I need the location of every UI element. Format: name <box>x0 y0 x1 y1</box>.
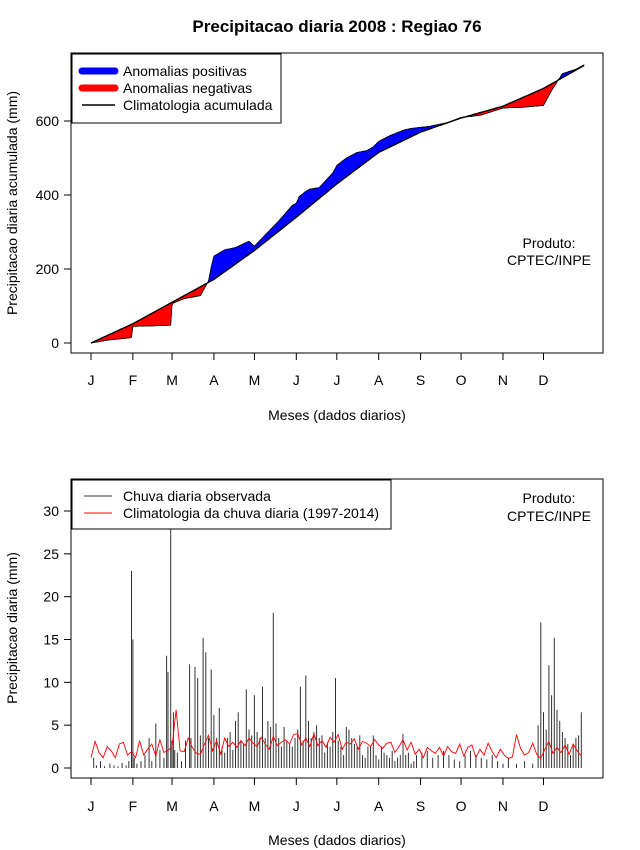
panel-accumulated: 0 200 400 600 J F M A M J J A S O N D Meses (dados dia… <box>4 52 604 423</box>
x-tick-label-bottom-6: J <box>333 798 340 814</box>
legend-label-negative: Anomalias negativas <box>123 80 252 96</box>
credit-line1-bottom: Produto: <box>523 490 576 506</box>
y-tick-label-top-0: 0 <box>51 335 59 351</box>
legend-label-observed: Chuva diaria observada <box>123 488 271 504</box>
y-axis-label-top: Precipitacao diaria acumulada (mm) <box>4 91 20 315</box>
credit-line2-top: CPTEC/INPE <box>507 252 591 268</box>
x-tick-label-top-11: D <box>538 372 548 388</box>
x-tick-label-bottom-4: M <box>249 798 261 814</box>
legend-box-bottom <box>71 479 392 530</box>
y-tick-label-top-2: 400 <box>36 187 60 203</box>
x-axis-label-top: Meses (dados diarios) <box>268 407 406 423</box>
accumulated-lines <box>90 64 585 344</box>
legend-label-positive: Anomalias positivas <box>123 63 247 79</box>
x-tick-label-bottom-10: N <box>498 798 508 814</box>
x-axis-label-bottom: Meses (dados diarios) <box>268 832 406 848</box>
observed-accumulated-line <box>90 64 585 344</box>
x-tick-label-bottom-11: D <box>538 798 548 814</box>
x-tick-label-top-6: J <box>333 372 340 388</box>
credit-line1-top: Produto: <box>523 235 576 251</box>
x-tick-label-bottom-2: M <box>166 798 178 814</box>
x-tick-label-top-10: N <box>498 372 508 388</box>
x-tick-label-bottom-8: S <box>416 798 425 814</box>
x-tick-label-bottom-1: F <box>129 798 138 814</box>
credit-line2-bottom: CPTEC/INPE <box>507 508 591 524</box>
panel-daily: 0 5 10 15 20 25 30 J F M A M J J A S O N D Meses (dados d… <box>4 478 604 848</box>
y-axis-bottom: 0 5 10 15 20 25 30 <box>43 503 71 776</box>
anomaly-positive-2 <box>206 116 465 284</box>
y-tick-label-bottom-6: 30 <box>43 503 59 519</box>
y-tick-label-bottom-0: 0 <box>51 760 59 776</box>
x-tick-label-top-0: J <box>88 372 95 388</box>
daily-climatology-line <box>90 709 582 760</box>
legend-top: Anomalias positivas Anomalias negativas … <box>71 53 282 124</box>
y-tick-label-bottom-3: 15 <box>43 632 59 648</box>
x-tick-label-top-7: A <box>374 372 384 388</box>
figure-title: Precipitacao diaria 2008 : Regiao 76 <box>192 17 481 36</box>
x-tick-label-bottom-9: O <box>456 798 467 814</box>
x-tick-label-top-8: S <box>416 372 425 388</box>
x-tick-label-top-1: F <box>129 372 138 388</box>
x-tick-label-top-2: M <box>166 372 178 388</box>
y-tick-label-bottom-4: 20 <box>43 589 59 605</box>
daily-bars <box>93 528 582 768</box>
y-axis-label-bottom: Precipitacao diaria (mm) <box>4 552 20 704</box>
x-tick-label-bottom-3: A <box>209 798 219 814</box>
y-tick-label-bottom-1: 5 <box>51 717 59 733</box>
anomaly-negative-3 <box>463 80 558 118</box>
x-tick-label-bottom-5: J <box>293 798 300 814</box>
y-tick-label-bottom-2: 10 <box>43 674 59 690</box>
x-tick-label-top-9: O <box>456 372 467 388</box>
y-tick-label-bottom-5: 25 <box>43 546 59 562</box>
x-tick-label-top-5: J <box>293 372 300 388</box>
y-tick-label-top-1: 200 <box>36 261 60 277</box>
x-tick-label-top-4: M <box>249 372 261 388</box>
legend-bottom: Chuva diaria observada Climatologia da c… <box>71 479 392 530</box>
y-axis-top: 0 200 400 600 <box>36 113 71 351</box>
x-tick-label-bottom-0: J <box>88 798 95 814</box>
climatology-accumulated-line <box>90 64 585 344</box>
legend-label-daily-climatology: Climatologia da chuva diaria (1997-2014) <box>123 505 379 521</box>
x-tick-label-bottom-7: A <box>374 798 384 814</box>
x-tick-label-top-3: A <box>209 372 219 388</box>
legend-label-climatology: Climatologia acumulada <box>123 97 273 113</box>
y-tick-label-top-3: 600 <box>36 113 60 129</box>
daily-climatology <box>90 709 582 760</box>
